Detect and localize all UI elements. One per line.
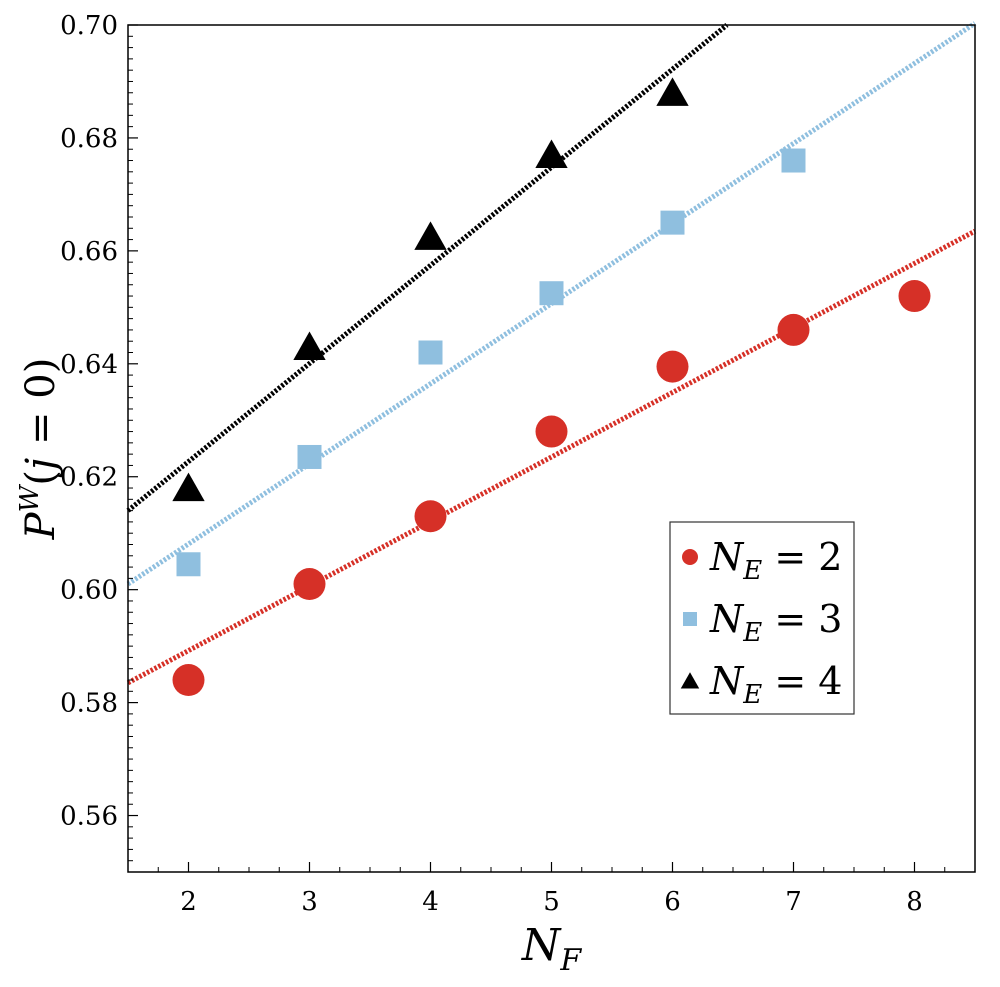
plot-frame [127,24,976,873]
legend-entries: NE = 2 NE = 3 NE = 4 [680,535,842,710]
data-point-series-2 [539,281,564,306]
data-point-series-1 [414,500,447,533]
axis-ticks [127,24,976,873]
y-tick-label: 0.62 [60,463,118,493]
data-point-series-2 [660,210,685,235]
fit-line-series-1 [126,228,977,686]
legend-entry: NE = 3 [683,597,842,648]
data-markers [172,77,931,697]
y-tick-label: 0.58 [60,689,118,719]
data-point-series-1 [535,415,568,448]
data-point-series-1 [898,280,931,313]
legend-marker [680,672,700,689]
x-tick-label: 5 [543,887,560,917]
data-point-series-1 [777,313,810,346]
x-axis-label: NF [521,920,583,978]
y-tick-label: 0.56 [60,802,118,832]
x-tick-label: 4 [422,887,439,917]
legend-marker [683,612,697,626]
x-tick-label: 7 [785,887,802,917]
legend-label: NE = 4 [709,659,842,710]
legend-label: NE = 3 [709,597,842,648]
data-point-series-3 [535,139,568,168]
data-point-series-3 [656,77,689,106]
data-point-series-2 [418,340,443,365]
x-tick-label: 8 [906,887,923,917]
x-tick-label: 6 [664,887,681,917]
y-tick-label: 0.70 [60,11,118,41]
x-tick-label: 2 [180,887,197,917]
legend-marker [682,549,698,565]
data-point-series-3 [172,472,205,502]
data-point-series-1 [656,350,689,383]
x-tick-label: 3 [301,887,318,917]
data-point-series-2 [297,444,322,469]
tick-labels: 2 3 4 5 6 7 8 0.56 0.58 0.60 0.62 0.64 0.66 0.68 0.70 [60,11,923,917]
legend-box [669,521,855,715]
y-tick-label: 0.66 [60,237,118,267]
y-tick-label: 0.68 [60,124,118,154]
fit-line-series-3 [126,23,729,513]
legend: NE = 2 NE = 3 NE = 4 [669,521,855,715]
data-point-series-3 [414,221,447,250]
data-point-series-3 [293,331,326,360]
y-axis-label: PW(j = 0) [15,358,64,541]
data-point-series-2 [176,552,201,577]
y-tick-label: 0.64 [60,350,118,380]
y-tick-label: 0.60 [60,576,118,606]
legend-entry: NE = 4 [680,659,842,710]
data-point-series-2 [781,148,806,173]
data-point-series-1 [172,664,205,697]
legend-entry: NE = 2 [682,535,842,586]
legend-label: NE = 2 [709,535,842,586]
data-point-series-1 [293,568,326,601]
